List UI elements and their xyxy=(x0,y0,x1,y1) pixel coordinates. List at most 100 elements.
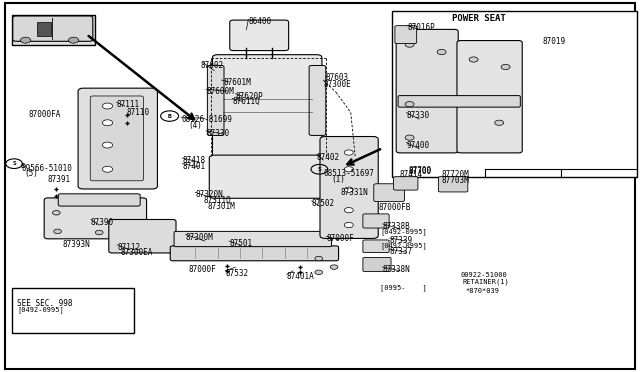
Text: 87601M: 87601M xyxy=(224,78,252,87)
Text: 87700: 87700 xyxy=(408,166,431,175)
Text: 87390: 87390 xyxy=(91,218,114,227)
Text: 87330: 87330 xyxy=(206,129,229,138)
Text: 87602: 87602 xyxy=(200,61,223,70)
Text: 87300E: 87300E xyxy=(324,80,351,89)
Bar xyxy=(12,15,95,45)
FancyBboxPatch shape xyxy=(320,137,378,238)
Text: 87402: 87402 xyxy=(317,153,340,161)
Text: 87611Q: 87611Q xyxy=(232,97,260,106)
Text: 87331N: 87331N xyxy=(340,188,368,197)
Text: 87000FB: 87000FB xyxy=(379,203,412,212)
Text: 87019: 87019 xyxy=(543,37,566,46)
Text: 87330: 87330 xyxy=(406,111,429,120)
FancyBboxPatch shape xyxy=(209,155,325,198)
Text: (4): (4) xyxy=(189,121,203,130)
Text: 87112: 87112 xyxy=(117,243,140,251)
Text: 87414: 87414 xyxy=(400,170,423,179)
Text: POWER SEAT: POWER SEAT xyxy=(452,14,506,23)
Circle shape xyxy=(102,103,113,109)
Text: 87620P: 87620P xyxy=(236,92,263,101)
Circle shape xyxy=(344,150,353,155)
FancyBboxPatch shape xyxy=(78,88,157,189)
Text: 87111: 87111 xyxy=(116,100,140,109)
FancyBboxPatch shape xyxy=(212,55,322,161)
Text: 87502: 87502 xyxy=(312,199,335,208)
Circle shape xyxy=(344,222,353,228)
FancyBboxPatch shape xyxy=(457,41,522,153)
Text: 87700: 87700 xyxy=(408,167,431,176)
Circle shape xyxy=(469,57,478,62)
Text: 87703M: 87703M xyxy=(442,176,469,185)
Circle shape xyxy=(405,135,414,140)
Circle shape xyxy=(102,120,113,126)
Text: 97400: 97400 xyxy=(406,141,429,150)
Text: [0492-0995]: [0492-0995] xyxy=(380,228,427,235)
FancyBboxPatch shape xyxy=(58,194,140,206)
FancyBboxPatch shape xyxy=(170,246,339,261)
Text: 87338N: 87338N xyxy=(383,265,410,274)
Text: *870*039: *870*039 xyxy=(466,288,500,294)
Text: 87016P: 87016P xyxy=(407,23,435,32)
Text: 87401: 87401 xyxy=(182,162,205,171)
Text: RETAINER(1): RETAINER(1) xyxy=(462,278,509,285)
Text: 87393N: 87393N xyxy=(63,240,90,249)
FancyBboxPatch shape xyxy=(309,65,326,135)
FancyBboxPatch shape xyxy=(438,177,468,192)
Text: [0492-0995]: [0492-0995] xyxy=(380,242,427,248)
Text: S: S xyxy=(20,163,24,169)
FancyBboxPatch shape xyxy=(230,20,289,51)
FancyBboxPatch shape xyxy=(363,257,391,272)
Circle shape xyxy=(495,120,504,125)
Circle shape xyxy=(344,167,353,172)
FancyBboxPatch shape xyxy=(374,184,404,202)
Text: 86400: 86400 xyxy=(248,17,271,26)
Text: (5): (5) xyxy=(24,169,38,178)
Bar xyxy=(37,22,51,36)
Circle shape xyxy=(52,211,60,215)
FancyBboxPatch shape xyxy=(44,198,147,239)
FancyBboxPatch shape xyxy=(363,214,389,228)
FancyBboxPatch shape xyxy=(207,65,224,135)
Text: 08513-51697: 08513-51697 xyxy=(324,169,374,178)
Text: (1): (1) xyxy=(332,175,346,184)
Circle shape xyxy=(344,208,353,213)
Text: S: S xyxy=(317,167,321,172)
Text: 87300EA: 87300EA xyxy=(120,248,153,257)
Text: 87000F: 87000F xyxy=(189,265,216,274)
Text: 87391: 87391 xyxy=(48,175,71,184)
Text: 87720M: 87720M xyxy=(442,170,469,179)
FancyBboxPatch shape xyxy=(398,96,520,107)
Circle shape xyxy=(315,256,323,261)
Text: [0995-    ]: [0995- ] xyxy=(380,285,427,291)
Text: 87532: 87532 xyxy=(225,269,248,278)
Circle shape xyxy=(501,64,510,70)
Circle shape xyxy=(315,270,323,275)
Text: 87501: 87501 xyxy=(229,239,252,248)
Text: SEE SEC. 998: SEE SEC. 998 xyxy=(17,299,73,308)
Text: 87338B: 87338B xyxy=(383,222,410,231)
Bar xyxy=(392,11,637,177)
Text: 87320N: 87320N xyxy=(195,190,223,199)
Text: 87000FA: 87000FA xyxy=(29,110,61,119)
FancyBboxPatch shape xyxy=(109,219,176,253)
Text: 87300M: 87300M xyxy=(186,232,213,241)
Text: 87339: 87339 xyxy=(390,236,413,245)
FancyBboxPatch shape xyxy=(363,240,389,253)
Text: 87603: 87603 xyxy=(325,73,348,81)
Circle shape xyxy=(54,229,61,234)
Text: 87000F: 87000F xyxy=(326,234,354,243)
Text: 87401A: 87401A xyxy=(287,272,314,281)
Text: B: B xyxy=(168,113,172,119)
Text: S: S xyxy=(12,161,16,166)
Circle shape xyxy=(405,42,414,47)
FancyBboxPatch shape xyxy=(394,177,418,190)
Circle shape xyxy=(95,230,103,235)
Text: 87110: 87110 xyxy=(127,108,150,117)
FancyBboxPatch shape xyxy=(395,26,417,44)
Text: 87301M: 87301M xyxy=(208,202,236,211)
Text: 87418: 87418 xyxy=(182,156,205,165)
Circle shape xyxy=(344,187,353,192)
Text: 87311Q: 87311Q xyxy=(204,196,231,205)
Circle shape xyxy=(102,166,113,172)
FancyBboxPatch shape xyxy=(174,231,332,247)
